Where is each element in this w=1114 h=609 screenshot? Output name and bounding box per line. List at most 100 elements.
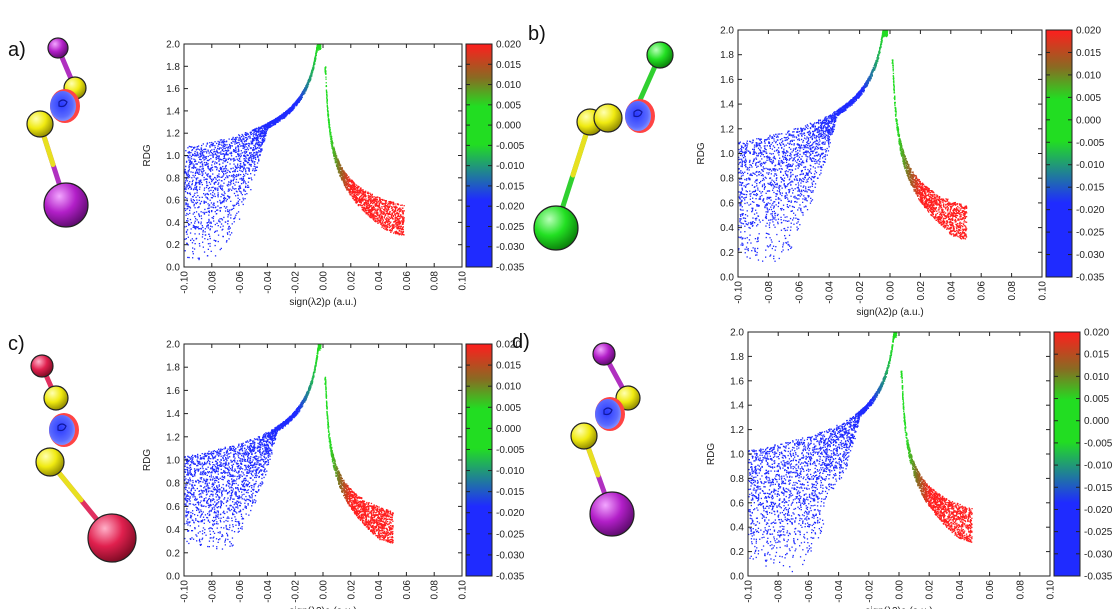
colorbar xyxy=(1053,331,1081,577)
y-tick-label: 0.6 xyxy=(720,198,734,209)
colorbar-tick-label: -0.005 xyxy=(1084,438,1113,449)
atom-green-large xyxy=(533,205,579,251)
colorbar-tick-label: -0.020 xyxy=(496,508,525,519)
colorbar-tick-label: -0.010 xyxy=(496,466,525,477)
colorbar-tick-label: -0.035 xyxy=(496,572,525,583)
x-tick-label: -0.02 xyxy=(855,281,866,304)
x-tick-label: 0.06 xyxy=(402,271,413,291)
atom-red-small xyxy=(30,354,54,378)
colorbar-tick-label: 0.010 xyxy=(496,382,521,393)
colorbar-tick-label: 0.015 xyxy=(1084,350,1109,361)
scatter-points xyxy=(184,344,394,550)
x-tick-label: -0.04 xyxy=(825,281,836,304)
x-tick-label: -0.08 xyxy=(207,271,218,294)
atom-purple-large xyxy=(43,182,89,228)
y-tick-label: 2.0 xyxy=(720,26,734,37)
x-tick-label: 0.02 xyxy=(916,281,927,301)
x-tick-label: 0.10 xyxy=(458,271,469,291)
y-tick-label: 2.0 xyxy=(730,328,744,339)
colorbar-tick-label: -0.015 xyxy=(496,181,525,192)
y-tick-label: 1.6 xyxy=(166,84,180,95)
x-tick-label: -0.06 xyxy=(794,281,805,304)
x-tick-label: -0.10 xyxy=(734,281,745,304)
colorbar-tick-label: -0.030 xyxy=(496,242,525,253)
y-tick-label: 1.6 xyxy=(166,386,180,397)
colorbar-tick-label: -0.035 xyxy=(1076,273,1105,284)
x-axis-title: sign(λ2)ρ (a.u.) xyxy=(289,297,356,308)
x-tick-label: 0.00 xyxy=(319,580,330,600)
y-tick-label: 0.8 xyxy=(166,479,180,490)
y-tick-label: 1.2 xyxy=(166,432,180,443)
y-tick-label: 0.0 xyxy=(166,572,180,583)
x-tick-label: 0.08 xyxy=(1015,580,1026,600)
x-tick-label: -0.08 xyxy=(764,281,775,304)
y-tick-label: 1.0 xyxy=(166,151,180,162)
x-tick-label: 0.04 xyxy=(374,580,385,600)
y-tick-label: 0.6 xyxy=(166,196,180,207)
y-tick-label: 0.4 xyxy=(166,218,180,229)
y-tick-label: 0.8 xyxy=(720,174,734,185)
colorbar-tick-label: 0.005 xyxy=(496,100,521,111)
colorbar-tick-label: -0.005 xyxy=(496,445,525,456)
chart-panel-b: b) 0.0 0.2 0.4 0.6 0.8 1.0 1.2 1.4 1.6 1.8 2.0 -0.10… xyxy=(528,23,1105,318)
y-tick-label: 0.0 xyxy=(730,572,744,583)
colorbar-tick-label: -0.015 xyxy=(496,487,525,498)
molecule-illustration xyxy=(26,37,89,228)
x-tick-label: 0.02 xyxy=(346,271,357,291)
y-tick-label: 0.6 xyxy=(166,502,180,513)
y-tick-label: 1.2 xyxy=(166,129,180,140)
atom-yellow xyxy=(593,103,623,133)
chart-panel-a: a) 0.0 0.2 0.4 0.6 0.8 1.0 1.2 1.4 1.6 1.8 2.0 -0.10… xyxy=(8,37,525,308)
x-tick-label: -0.10 xyxy=(180,271,191,294)
colorbar-tick-label: 0.015 xyxy=(496,361,521,372)
atom-yellow xyxy=(35,447,65,477)
y-tick-label: 0.4 xyxy=(166,525,180,536)
x-tick-label: -0.02 xyxy=(291,580,302,603)
scatter-points xyxy=(748,332,973,573)
colorbar-tick-label: -0.005 xyxy=(496,141,525,152)
y-axis-title: RDG xyxy=(706,443,717,465)
colorbar-tick-label: -0.010 xyxy=(496,161,525,172)
y-tick-label: 1.8 xyxy=(166,62,180,73)
x-tick-label: 0.08 xyxy=(430,580,441,600)
x-tick-label: -0.10 xyxy=(180,580,191,603)
y-tick-label: 0.2 xyxy=(720,248,734,259)
colorbar-tick-label: -0.020 xyxy=(1076,205,1105,216)
y-tick-label: 1.6 xyxy=(720,75,734,86)
molecule-illustration xyxy=(533,41,674,251)
x-tick-label: 0.10 xyxy=(1038,281,1049,301)
atom-yellow xyxy=(570,422,598,450)
chart-panel-c: c) 0.0 0.2 0.4 0.6 0.8 1.0 1.2 1.4 1.6 1.8 2.0 -0.10… xyxy=(8,333,525,609)
x-tick-label: 0.08 xyxy=(430,271,441,291)
atom-purple-small xyxy=(592,342,616,366)
colorbar-tick-label: 0.000 xyxy=(496,424,521,435)
colorbar-tick-label: -0.025 xyxy=(496,222,525,233)
y-tick-label: 0.2 xyxy=(730,547,744,558)
y-tick-label: 1.8 xyxy=(166,363,180,374)
atom-yellow xyxy=(43,385,69,411)
atom-purple-small xyxy=(47,37,69,59)
y-tick-label: 1.0 xyxy=(166,456,180,467)
y-tick-label: 0.6 xyxy=(730,498,744,509)
x-tick-label: -0.02 xyxy=(864,580,875,603)
colorbar-tick-label: -0.015 xyxy=(1076,183,1105,194)
y-tick-label: 0.4 xyxy=(720,223,734,234)
colorbar xyxy=(465,343,493,577)
x-tick-label: 0.06 xyxy=(985,580,996,600)
y-tick-label: 2.0 xyxy=(166,40,180,51)
colorbar-tick-label: -0.020 xyxy=(496,202,525,213)
colorbar-tick-label: -0.035 xyxy=(1084,572,1113,583)
atom-red-large xyxy=(87,513,137,563)
x-axis-title: sign(λ2)ρ (a.u.) xyxy=(289,606,356,609)
colorbar xyxy=(1045,29,1073,278)
x-tick-label: -0.06 xyxy=(804,580,815,603)
colorbar-tick-label: -0.010 xyxy=(1084,461,1113,472)
colorbar-tick-label: -0.025 xyxy=(1084,527,1113,538)
colorbar-tick-label: 0.000 xyxy=(1076,115,1101,126)
y-tick-label: 0.4 xyxy=(730,523,744,534)
scatter-points xyxy=(184,44,405,261)
x-tick-label: -0.04 xyxy=(834,580,845,603)
y-tick-label: 1.4 xyxy=(720,100,734,111)
x-tick-label: -0.06 xyxy=(235,580,246,603)
y-tick-label: 0.8 xyxy=(166,173,180,184)
